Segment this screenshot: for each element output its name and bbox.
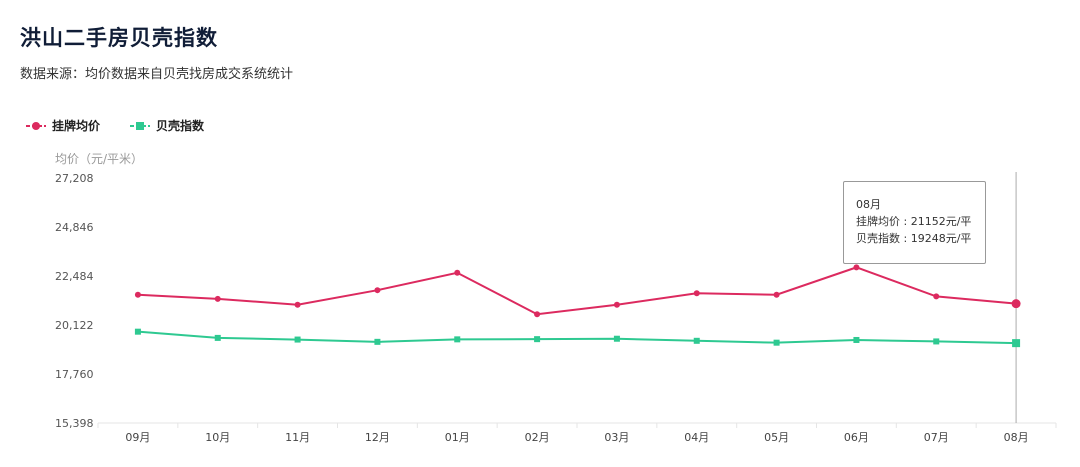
data-point: [1012, 339, 1021, 348]
data-point: [374, 287, 381, 294]
x-tick-label: 11月: [285, 431, 310, 444]
legend-label: 挂牌均价: [52, 119, 101, 133]
legend-item-beike-index[interactable]: 贝壳指数: [130, 117, 204, 134]
series-line-listing-price: [137, 266, 1017, 316]
data-point: [454, 269, 461, 276]
data-point: [933, 293, 940, 300]
tooltip-line-listing-price: 挂牌均价 : 21152元/平: [856, 215, 972, 228]
legend-label: 贝壳指数: [156, 119, 205, 133]
data-point: [933, 338, 940, 345]
data-point: [294, 336, 301, 343]
data-point: [374, 338, 381, 345]
x-tick-label: 01月: [445, 431, 470, 444]
data-point: [773, 339, 780, 346]
data-point: [454, 336, 461, 343]
page-subtitle: 数据来源：均价数据来自贝壳找房成交系统统计: [20, 67, 294, 82]
x-tick-label: 04月: [684, 431, 709, 444]
tooltip-title: 08月: [856, 198, 881, 211]
y-tick-label: 27,208: [55, 172, 94, 185]
y-axis-title: 均价（元/平米）: [55, 152, 143, 166]
data-point: [613, 335, 620, 342]
data-point: [1011, 299, 1021, 309]
data-point: [214, 334, 221, 341]
page-title: 洪山二手房贝壳指数: [20, 26, 218, 50]
x-tick-label: 07月: [924, 431, 949, 444]
data-point: [853, 336, 860, 343]
data-tooltip: 08月 挂牌均价 : 21152元/平 贝壳指数 : 19248元/平: [843, 181, 986, 264]
x-tick-label: 03月: [604, 431, 629, 444]
x-tick-label: 12月: [365, 431, 390, 444]
square-marker-icon: [130, 121, 151, 131]
data-point: [134, 328, 141, 335]
x-tick-label: 10月: [205, 431, 230, 444]
data-point: [613, 301, 620, 308]
data-point: [534, 336, 541, 343]
data-point: [534, 311, 541, 318]
data-point: [853, 264, 860, 271]
y-tick-label: 22,484: [55, 270, 94, 283]
data-point: [134, 291, 141, 298]
data-point: [693, 290, 700, 297]
x-tick-label: 02月: [525, 431, 550, 444]
chart-legend: 挂牌均价 贝壳指数: [26, 117, 204, 134]
y-tick-label: 15,398: [55, 417, 94, 430]
x-tick-label: 05月: [764, 431, 789, 444]
y-tick-label: 20,122: [55, 319, 94, 332]
data-point: [294, 301, 301, 308]
data-point: [773, 291, 780, 298]
data-point: [693, 337, 700, 344]
x-tick-label: 06月: [844, 431, 869, 444]
x-tick-label: 08月: [1004, 431, 1029, 444]
x-tick-label: 09月: [125, 431, 150, 444]
data-point: [214, 295, 221, 302]
y-tick-label: 24,846: [55, 221, 94, 234]
series-line-beike-index: [137, 330, 1017, 345]
tooltip-line-beike-index: 贝壳指数 : 19248元/平: [856, 232, 972, 245]
y-tick-label: 17,760: [55, 368, 94, 381]
circle-marker-icon: [26, 121, 46, 131]
legend-item-listing-price[interactable]: 挂牌均价: [26, 117, 100, 134]
